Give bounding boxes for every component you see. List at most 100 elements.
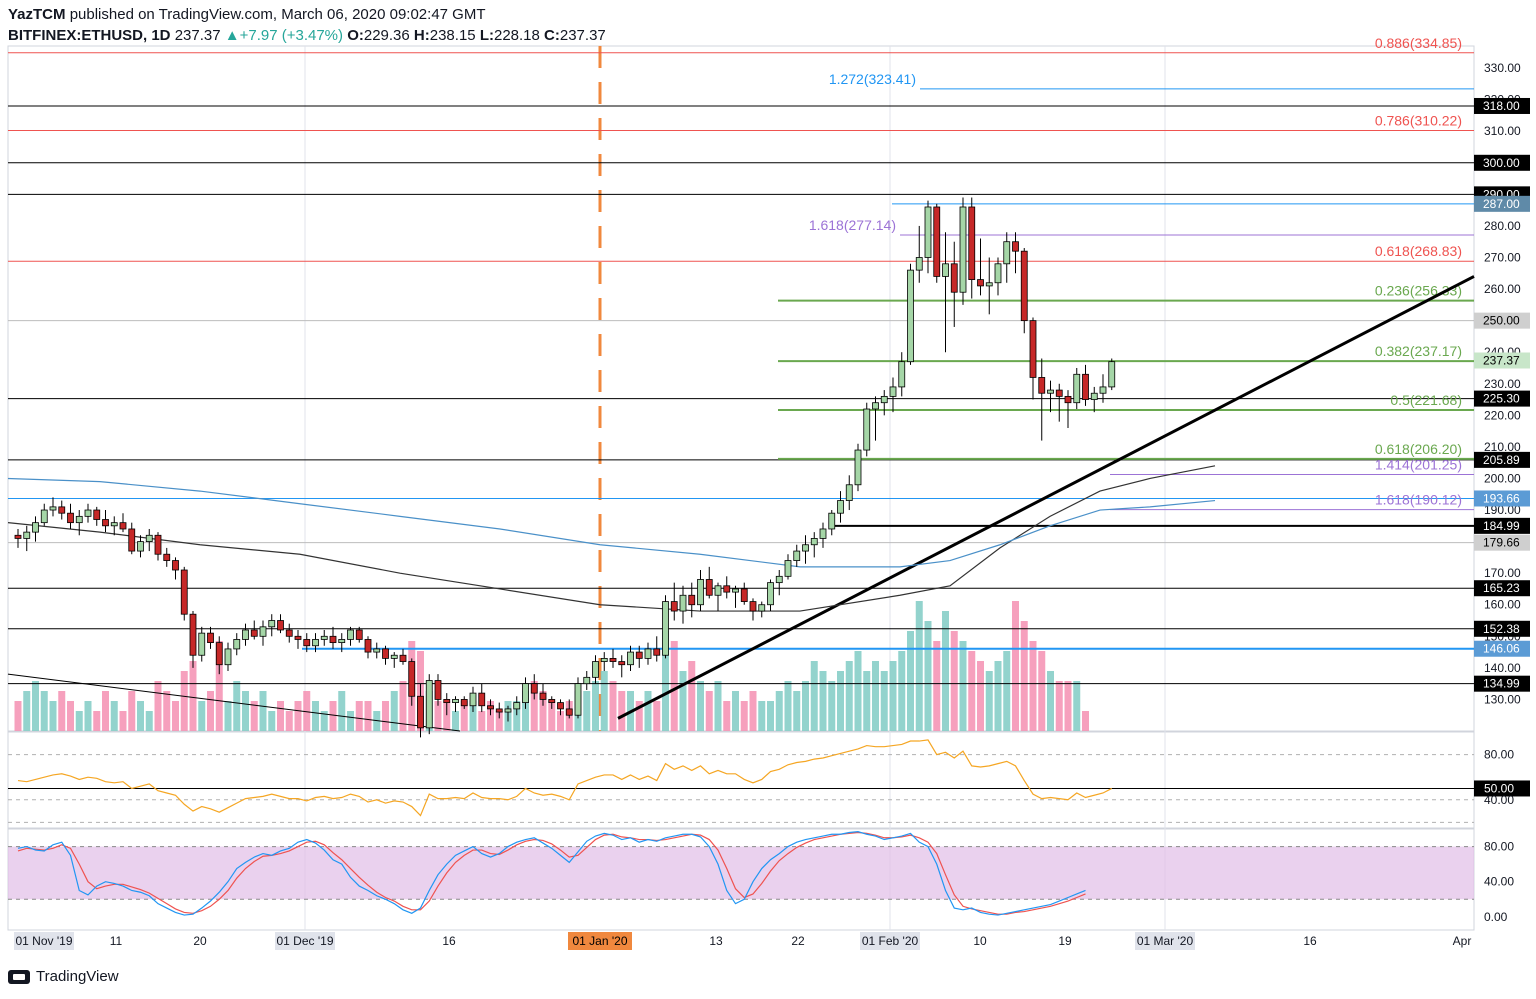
volume-bar: [837, 671, 844, 731]
volume-bar: [224, 701, 232, 731]
time-tick-label: 01 Jan '20: [572, 934, 627, 948]
candle-body: [697, 579, 704, 606]
price-tick-label: 330.00: [1484, 61, 1521, 75]
volume-bar: [819, 671, 827, 731]
volume-bar: [128, 691, 136, 731]
candle-body: [688, 594, 696, 606]
low-value: 228.18: [493, 27, 540, 44]
level-badge: [1474, 195, 1530, 212]
time-tick-label: 01 Mar '20: [1137, 934, 1194, 948]
volume-bar: [522, 691, 529, 731]
publisher-name[interactable]: YazTCM: [8, 6, 66, 23]
candle-body: [469, 692, 477, 707]
volume-bar: [828, 681, 836, 731]
candle-body: [75, 515, 83, 524]
candle-body: [382, 648, 389, 659]
candle-body: [347, 629, 354, 640]
candle-body: [312, 639, 319, 647]
candle-body: [1003, 241, 1011, 265]
level-badge-label: 146.06: [1483, 642, 1520, 656]
candle-body: [224, 648, 232, 666]
candle-body: [329, 635, 337, 644]
candle-body: [968, 206, 976, 280]
volume-bar: [294, 701, 302, 731]
volume-bar: [915, 601, 923, 731]
level-badge: [1474, 490, 1530, 507]
publish-text: published on TradingView.com, March 06, …: [69, 6, 486, 23]
candle-body: [609, 657, 617, 662]
candle-body: [23, 531, 31, 539]
level-badge: [1474, 312, 1530, 329]
volume-bar: [495, 711, 503, 731]
candle-body: [277, 620, 284, 631]
volume-bar: [320, 711, 328, 731]
descending-trendline: [7, 673, 461, 732]
candle-body: [915, 257, 923, 271]
time-label-badge: [1135, 932, 1195, 950]
level-badge-label: 165.23: [1483, 581, 1520, 595]
price-change: +7.97 (+3.47%): [239, 27, 344, 44]
volume-bar: [268, 711, 276, 731]
volume-bar: [670, 641, 678, 731]
volume-bar: [189, 661, 197, 731]
volume-bar: [14, 701, 22, 731]
volume-bar: [959, 641, 967, 731]
volume-series: [14, 601, 1089, 731]
volume-bar: [312, 701, 319, 731]
low-label: L:: [479, 27, 494, 44]
candle-body: [390, 654, 398, 659]
candle-body: [303, 639, 311, 647]
candle-body: [172, 560, 179, 571]
volume-bar: [32, 681, 39, 731]
tradingview-logo[interactable]: TradingView: [8, 968, 119, 985]
candle-body: [1099, 386, 1107, 394]
candle-body: [259, 626, 267, 637]
volume-bar: [889, 661, 897, 731]
time-tick-label: 20: [193, 934, 207, 948]
volume-bar: [487, 701, 494, 731]
candle-body: [460, 699, 468, 707]
tradingview-brand: TradingView: [36, 968, 119, 985]
level-badge: [1474, 580, 1530, 597]
candle-body: [723, 585, 731, 593]
time-tick-label: 01 Nov '19: [16, 934, 73, 948]
candle-body: [434, 680, 442, 700]
candle-body: [592, 661, 599, 678]
price-axis: 330.00320.00310.00300.00290.00280.00270.…: [1474, 61, 1530, 706]
volume-bar: [688, 661, 696, 731]
candle-body: [583, 676, 591, 685]
volume-bar: [714, 681, 722, 731]
volume-bar: [583, 691, 591, 731]
volume-bar: [1082, 711, 1089, 731]
price-tick-label: 170.00: [1484, 566, 1521, 580]
volume-bar: [863, 671, 871, 731]
open-label: O:: [347, 27, 364, 44]
tradingview-logo-icon: [8, 969, 30, 984]
volume-bar: [329, 701, 337, 731]
candle-body: [513, 702, 521, 710]
candle-body: [163, 553, 171, 561]
last-price-badge-label: 237.37: [1483, 354, 1520, 368]
candle-body: [67, 512, 74, 524]
fib-level-label: 0.786(310.22): [1375, 113, 1462, 129]
candle-body: [364, 639, 372, 653]
stoch-band: [8, 846, 1474, 900]
candle-body: [679, 594, 687, 612]
volume-bar: [1012, 601, 1019, 731]
volume-bar: [994, 661, 1002, 731]
candle-body: [215, 642, 223, 666]
candle-body: [828, 512, 836, 530]
level-badge-label: 152.38: [1483, 622, 1520, 636]
candle-body: [504, 708, 512, 713]
fib-level-label: 1.272(323.41): [829, 71, 916, 87]
volume-bar: [460, 701, 468, 731]
volume-bar: [810, 661, 818, 731]
volume-bar: [1055, 681, 1063, 731]
candle-body: [32, 522, 39, 533]
candle-body: [924, 206, 932, 258]
volume-bar: [1029, 641, 1037, 731]
volume-bar: [469, 701, 477, 731]
candle-body: [837, 500, 844, 514]
symbol-info: BITFINEX:ETHUSD, 1D 237.37 ▲+7.97 (+3.47…: [8, 27, 606, 44]
